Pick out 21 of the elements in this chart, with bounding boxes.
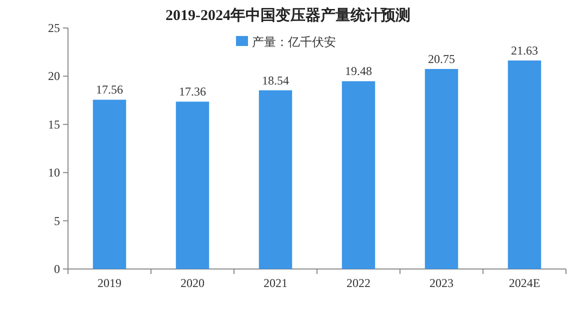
y-tick-label: 0 [54, 262, 60, 276]
data-label: 20.75 [428, 52, 455, 66]
x-tick-label: 2021 [264, 276, 288, 290]
y-tick-label: 5 [54, 214, 60, 228]
chart-title: 2019-2024年中国变压器产量统计预测 [166, 6, 410, 24]
y-tick-label: 20 [48, 69, 60, 84]
x-tick-label: 2022 [346, 276, 370, 290]
data-label: 18.54 [262, 73, 289, 88]
y-tick-label: 25 [48, 21, 60, 35]
x-tick-label: 2020 [180, 276, 204, 290]
x-tick-label: 2019 [98, 276, 122, 290]
data-label: 21.63 [511, 43, 538, 58]
legend: 产量：亿千伏安 [236, 35, 336, 49]
y-tick-label: 15 [48, 117, 60, 132]
data-label: 19.48 [345, 64, 372, 78]
data-label: 17.56 [96, 82, 123, 97]
y-tick-label: 10 [48, 166, 60, 180]
data-label: 17.36 [179, 84, 206, 99]
legend-label: 产量：亿千伏安 [252, 35, 336, 49]
x-tick-label: 2024E [508, 276, 540, 290]
x-tick-label: 2023 [430, 276, 454, 290]
